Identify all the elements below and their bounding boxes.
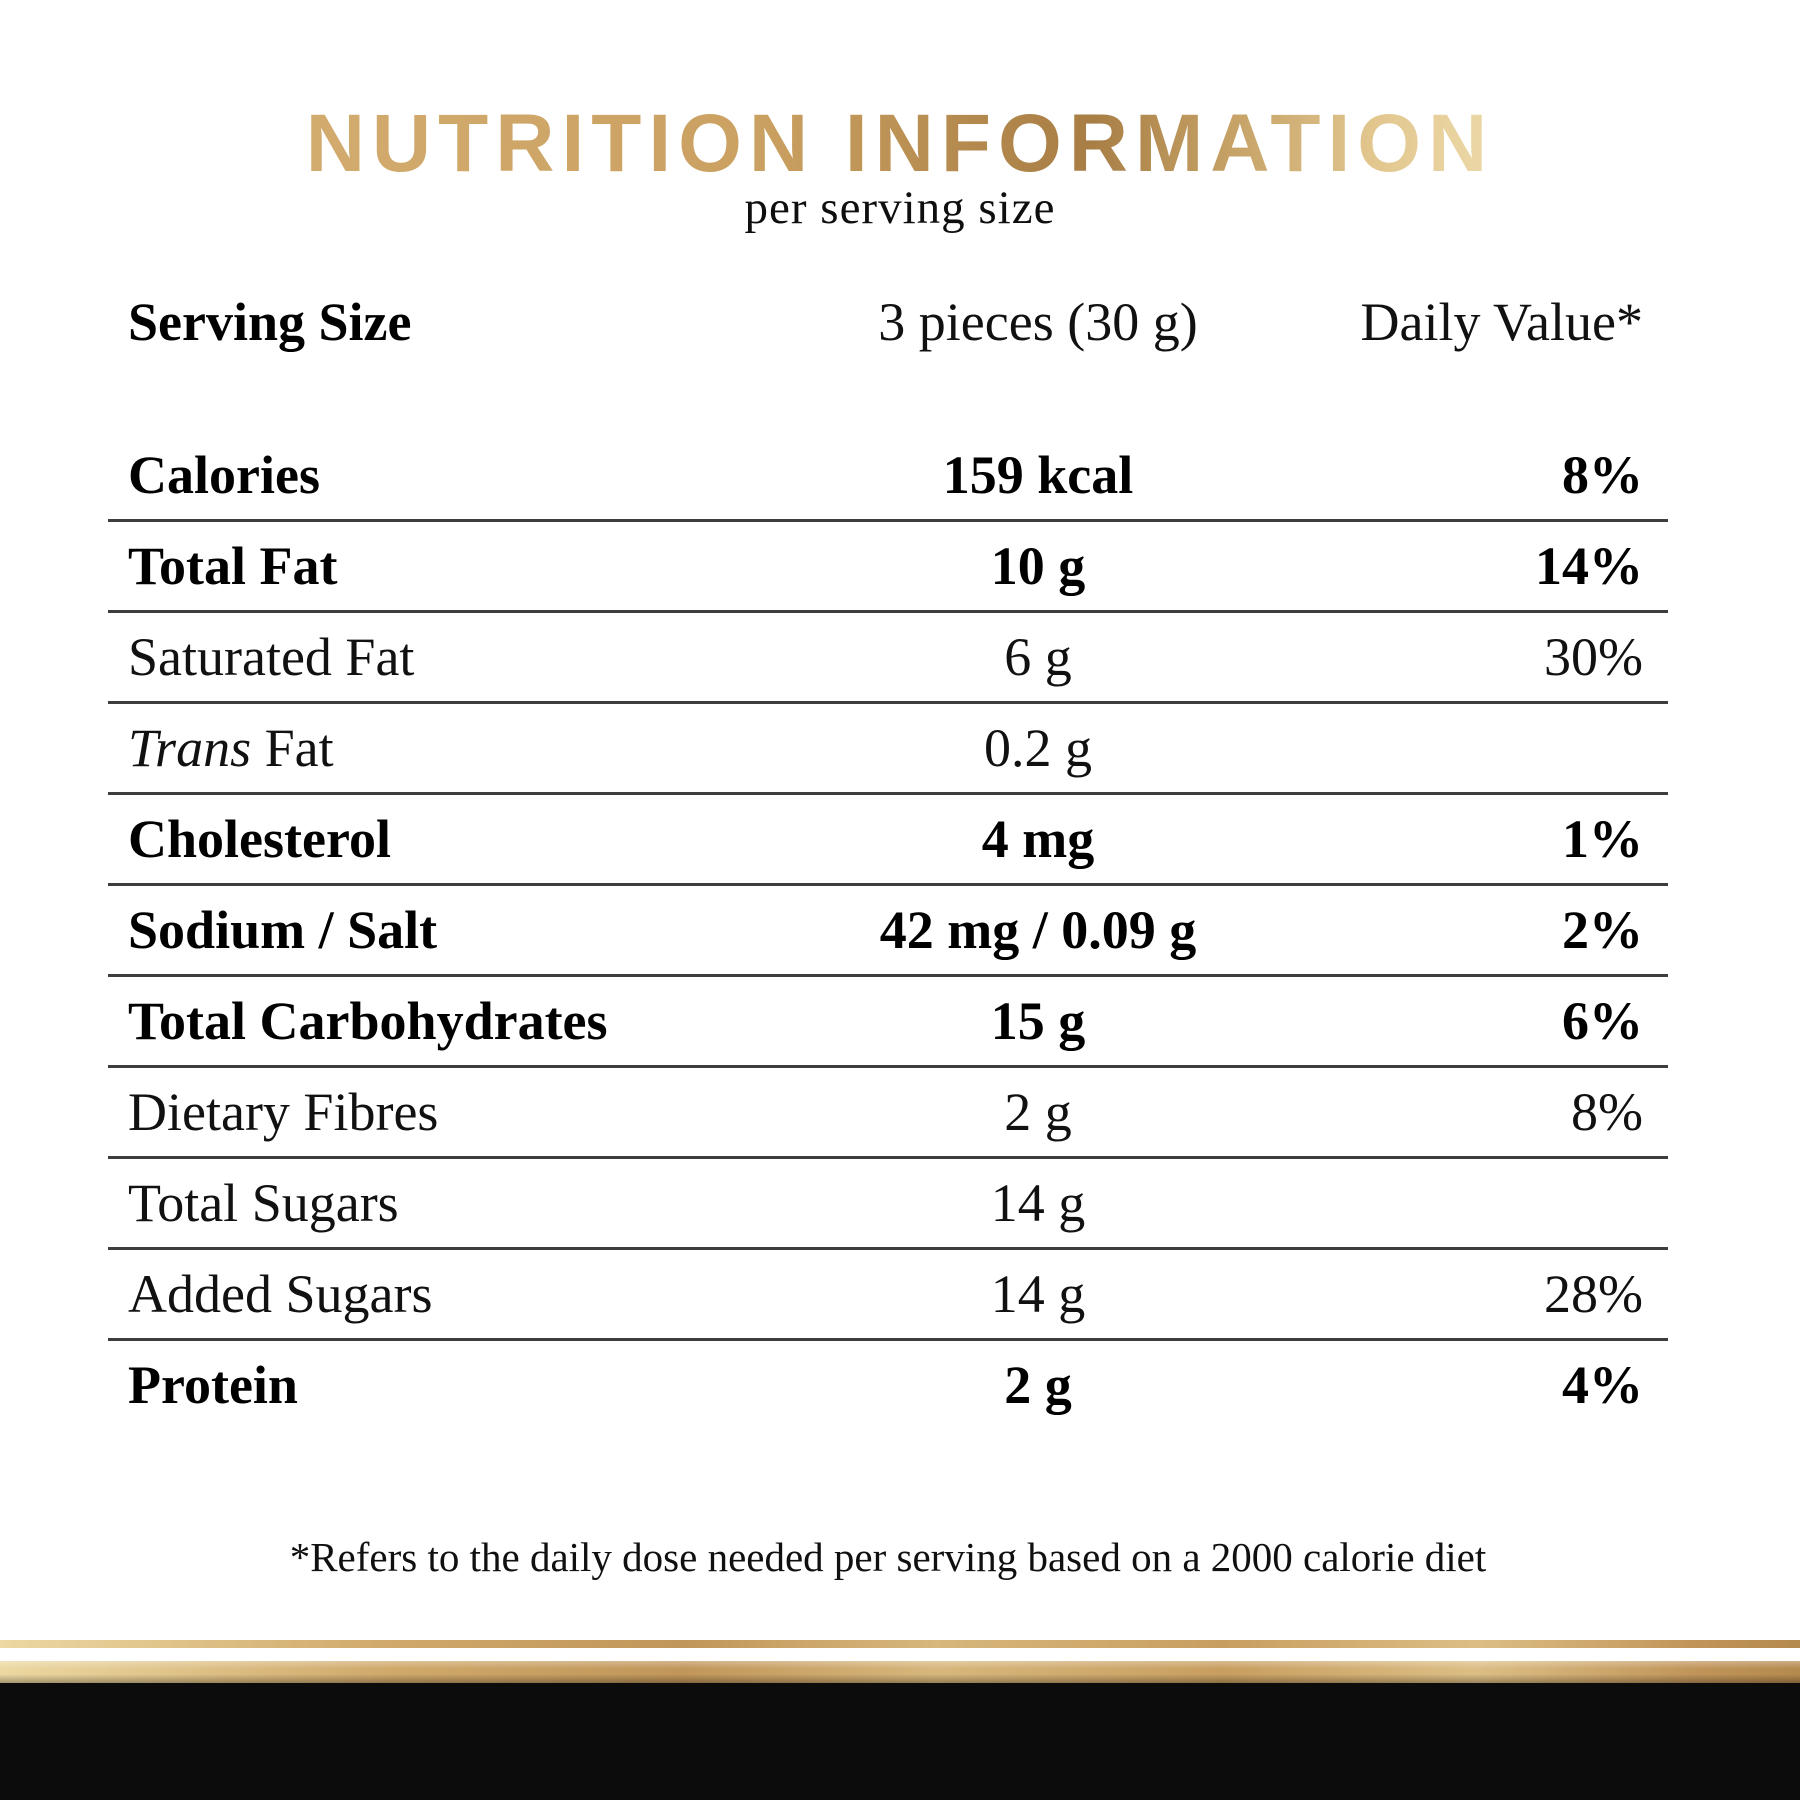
table-body: Calories 159 kcal 8% Total Fat 10 g 14% Satura… [108, 431, 1668, 1429]
row-label: Saturated Fat [128, 627, 415, 687]
row-label: Calories [128, 445, 320, 505]
row-value: 42 mg / 0.09 g [879, 900, 1197, 960]
row-value: 159 kcal [942, 445, 1134, 505]
footnote: *Refers to the daily dose needed per ser… [289, 1534, 1487, 1580]
row-daily-value: 4% [1562, 1355, 1643, 1415]
table-row: Trans Fat 0.2 g [108, 704, 1668, 795]
gold-stripe-thin [0, 1640, 1800, 1648]
row-label-italic: Trans [128, 718, 252, 778]
row-daily-value: 2% [1562, 900, 1643, 960]
table-row: Dietary Fibres 2 g 8% [108, 1068, 1668, 1159]
row-daily-value: 30% [1544, 627, 1643, 687]
row-daily-value: 1% [1562, 809, 1643, 869]
row-value: 2 g [1004, 1355, 1072, 1415]
table-header-row: Serving Size 3 pieces (30 g) Daily Value… [108, 277, 1668, 367]
row-daily-value: 14% [1535, 536, 1643, 596]
row-daily-value: 28% [1544, 1264, 1643, 1324]
black-band [0, 1683, 1800, 1800]
row-value: 0.2 g [984, 718, 1092, 778]
row-value: 14 g [990, 1264, 1086, 1324]
nutrition-table: Serving Size 3 pieces (30 g) Daily Value… [108, 277, 1668, 1429]
row-label: Added Sugars [128, 1264, 433, 1324]
header: NUTRITION INFORMATION per serving size [0, 103, 1800, 232]
daily-value-header: Daily Value* [1360, 292, 1643, 352]
row-label: Protein [128, 1355, 298, 1415]
row-value: 6 g [1004, 627, 1072, 687]
row-daily-value: 6% [1562, 991, 1643, 1051]
row-daily-value: 8% [1562, 445, 1643, 505]
row-label: Total Carbohydrates [128, 991, 608, 1051]
serving-size-label: Serving Size [128, 292, 412, 352]
row-label: Sodium / Salt [128, 900, 438, 960]
row-daily-value: 8% [1571, 1082, 1643, 1142]
row-label: Total Sugars [128, 1173, 399, 1233]
row-value: 15 g [990, 991, 1086, 1051]
table-row: Total Fat 10 g 14% [108, 522, 1668, 613]
gold-stripe-thick [0, 1661, 1800, 1683]
serving-size-value: 3 pieces (30 g) [878, 292, 1198, 352]
table-row: Total Sugars 14 g [108, 1159, 1668, 1250]
table-row: Calories 159 kcal 8% [108, 431, 1668, 522]
table-row: Added Sugars 14 g 28% [108, 1250, 1668, 1341]
row-label: Cholesterol [128, 809, 391, 869]
row-label: Trans Fat [128, 718, 334, 778]
table-row: Protein 2 g 4% [108, 1341, 1668, 1429]
bottom-decoration [0, 1640, 1800, 1800]
table-row: Total Carbohydrates 15 g 6% [108, 977, 1668, 1068]
row-value: 2 g [1004, 1082, 1072, 1142]
row-value: 4 mg [981, 809, 1095, 869]
table-row: Cholesterol 4 mg 1% [108, 795, 1668, 886]
row-value: 10 g [990, 536, 1086, 596]
table-row: Saturated Fat 6 g 30% [108, 613, 1668, 704]
page-title: NUTRITION INFORMATION [305, 98, 1495, 189]
page-subtitle: per serving size [744, 182, 1056, 234]
row-label: Dietary Fibres [128, 1082, 439, 1142]
row-label: Total Fat [128, 536, 338, 596]
white-gap [0, 1648, 1800, 1661]
row-value: 14 g [990, 1173, 1086, 1233]
table-row: Sodium / Salt 42 mg / 0.09 g 2% [108, 886, 1668, 977]
